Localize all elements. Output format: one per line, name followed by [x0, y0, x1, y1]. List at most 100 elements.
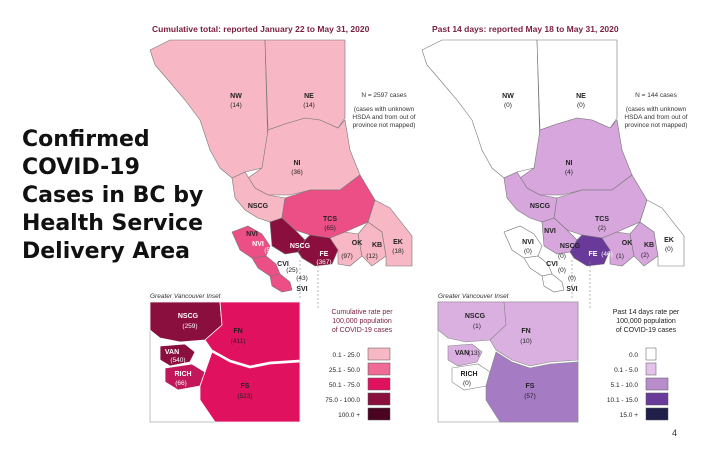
right-legend-swatch — [645, 347, 657, 361]
slide-title: Confirmed COVID-19 Cases in BC by Health… — [22, 126, 222, 266]
right-legend-label: 0.0 — [629, 352, 638, 359]
left-legend-swatch — [367, 362, 391, 376]
left-label-nscg: NSCG — [248, 203, 269, 210]
left-label-cvi: CVI — [277, 261, 289, 268]
right-region-ne — [536, 39, 618, 131]
right-inset-van — [447, 343, 483, 367]
right-value-ni: (4) — [565, 169, 573, 176]
right-legend: 0.0 0.1 - 5.0 5.1 - 10.0 10.1 - 15.0 15.… — [607, 347, 669, 421]
right-note-line: HSDA and from out of — [624, 114, 687, 121]
right-legend-swatch — [645, 392, 669, 406]
right-label-ni: NI — [566, 160, 573, 167]
right-inset-label-van: VAN — [455, 350, 469, 357]
right-value-cvi: (0) — [558, 267, 566, 274]
left-legend-label: 25.1 - 50.0 — [329, 367, 360, 374]
right-value-svi: (0) — [568, 275, 576, 282]
right-value-kb: (2) — [641, 252, 649, 259]
right-inset-value-nscg: (1) — [473, 323, 481, 330]
left-value-ok: (97) — [341, 253, 353, 260]
left-value-nvi: (59) — [264, 247, 276, 254]
right-legend-swatch — [645, 362, 657, 376]
left-region-svi — [269, 273, 293, 293]
slide-title-line: Confirmed — [22, 127, 150, 152]
left-inset-label-van: VAN — [165, 349, 179, 356]
left-legend-label: 0.1 - 25.0 — [333, 352, 361, 359]
left-note-line: province not mapped) — [353, 122, 416, 129]
right-legend-label: 0.1 - 5.0 — [614, 367, 638, 374]
right-map: NW (0) NE (0) NI (4) NSCG TCS (2) NVI NV… — [421, 39, 688, 423]
right-inset-fs — [485, 351, 579, 423]
right-label-cvi: CVI — [546, 261, 558, 268]
left-region-fe — [297, 234, 339, 267]
right-note-line: (cases with unknown — [626, 106, 687, 113]
left-label-tcs: TCS — [323, 216, 337, 223]
right-label-tcs: TCS — [595, 216, 609, 223]
left-legend-label: 100.0 + — [338, 412, 360, 419]
left-inset-value-nscg: (259) — [182, 323, 197, 330]
left-map-title: Cumulative total: reported January 22 to… — [152, 24, 370, 34]
left-value-cvi: (25) — [286, 267, 298, 274]
right-inset-value-rich: (0) — [463, 380, 471, 387]
right-label-nscg: NSCG — [530, 203, 551, 210]
right-legend-label: 5.1 - 10.0 — [611, 382, 639, 389]
right-legend-swatch — [645, 377, 669, 391]
left-value-ne: (14) — [303, 102, 315, 109]
right-region-nvi — [503, 225, 543, 259]
left-label-ne: NE — [304, 93, 314, 100]
left-legend-title: 100,000 population — [332, 318, 392, 325]
right-note-line: province not mapped) — [625, 122, 688, 129]
left-legend-label: 75.0 - 100.0 — [325, 397, 360, 404]
left-legend-swatch — [367, 407, 391, 421]
right-value-ok: (1) — [616, 253, 624, 260]
left-value-ni: (36) — [291, 169, 303, 176]
right-inset-label-fn: FN — [521, 328, 530, 335]
right-legend-label: 10.1 - 15.0 — [607, 397, 638, 404]
left-inset-title: Greater Vancouver Inset — [150, 293, 222, 300]
right-label-nvi: NVI — [522, 239, 534, 246]
slide-title-line: Delivery Area — [22, 239, 191, 264]
right-inset-label-rich: RICH — [460, 371, 477, 378]
left-note-line: (cases with unknown — [354, 106, 415, 113]
left-legend-title: Cumulative rate per — [331, 309, 393, 316]
slide-title-line: Health Service — [22, 211, 204, 236]
left-legend-swatch — [367, 377, 391, 391]
left-value-fe: (367) — [316, 259, 331, 266]
left-region-nvi — [231, 225, 271, 259]
right-region-svi — [541, 273, 565, 293]
left-inset-value-van: (540) — [170, 357, 185, 364]
right-value-nvi: (0) — [524, 248, 532, 255]
slide-title-line: Cases in BC by — [22, 183, 204, 208]
right-inset-title: Greater Vancouver Inset — [438, 293, 510, 300]
left-region-ne — [264, 39, 346, 131]
right-n-text: N = 144 cases — [635, 92, 677, 99]
right-region-ok — [601, 231, 635, 267]
left-value-kb: (12) — [366, 253, 378, 260]
left-legend-title: of COVID-19 cases — [332, 327, 393, 334]
right-label-kb: KB — [644, 242, 654, 249]
right-value-nscg-s: (0) — [558, 253, 566, 260]
left-label-ni: NI — [294, 160, 301, 167]
right-region-ek — [639, 199, 685, 267]
right-label-ne: NE — [576, 93, 586, 100]
left-legend-swatch — [367, 392, 391, 406]
right-map-title: Past 14 days: reported May 18 to May 31,… — [432, 24, 619, 34]
right-inset-label-fs: FS — [526, 383, 535, 390]
left-region-ek — [367, 199, 413, 267]
right-label-nvi-a: NVI — [544, 228, 556, 235]
right-label-ok: OK — [622, 240, 633, 247]
right-legend-title: 100,000 population — [616, 318, 676, 325]
left-legend-swatch — [367, 347, 391, 361]
left-value-svi: (43) — [296, 275, 308, 282]
right-legend-title: Past 14 days rate per — [613, 309, 680, 316]
right-region-fe — [569, 234, 611, 267]
left-value-ek: (18) — [392, 248, 404, 255]
left-label-nvi-a: NVI — [246, 231, 258, 238]
right-legend-swatch — [645, 407, 669, 421]
left-region-nw — [149, 39, 269, 179]
right-label-nscg-s: NSCG — [560, 243, 581, 250]
right-value-nw: (0) — [504, 102, 512, 109]
left-inset-label-nscg: NSCG — [178, 313, 199, 320]
left-note-line: HSDA and from out of — [352, 114, 415, 121]
